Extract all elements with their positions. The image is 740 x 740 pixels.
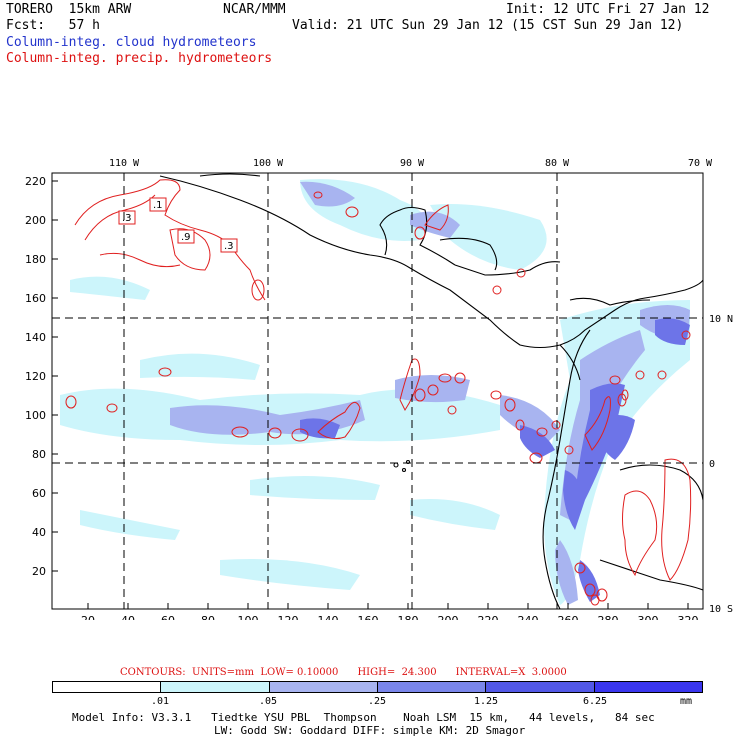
y-tick-label: 40 bbox=[32, 526, 46, 539]
contour-label: .9 bbox=[181, 232, 191, 243]
x-tick-label: 320 bbox=[678, 614, 699, 620]
organization: NCAR/MMM bbox=[223, 2, 286, 17]
y-tick-label: 100 bbox=[25, 409, 46, 422]
x-tick-label: 140 bbox=[318, 614, 339, 620]
x-tick-label: 40 bbox=[121, 614, 135, 620]
x-tick-label: 260 bbox=[558, 614, 579, 620]
colorbar-unit: mm bbox=[679, 696, 693, 707]
lon-label: 90 W bbox=[400, 158, 425, 169]
precip-field-label: Column-integ. precip. hydrometeors bbox=[6, 51, 273, 66]
y-tick-labels: 220 200 180 160 140 120 100 80 60 40 20 bbox=[25, 175, 46, 578]
colorbar-bin bbox=[486, 682, 595, 692]
lon-label: 70 W bbox=[688, 158, 713, 169]
contour-info: CONTOURS: UNITS=mm LOW= 0.10000 HIGH= 24… bbox=[120, 667, 567, 678]
x-tick-label: 100 bbox=[238, 614, 259, 620]
x-tick-label: 120 bbox=[278, 614, 299, 620]
y-tick-label: 200 bbox=[25, 214, 46, 227]
lon-label: 80 W bbox=[545, 158, 570, 169]
contour-label: .3 bbox=[122, 213, 132, 224]
x-tick-label: 280 bbox=[598, 614, 619, 620]
cloud-field-label: Column-integ. cloud hydrometeors bbox=[6, 35, 257, 50]
latitude-labels: 10 N 0 10 S bbox=[709, 314, 733, 615]
model-info-line2: LW: Godd SW: Goddard DIFF: simple KM: 2D… bbox=[214, 724, 526, 737]
contour-label: .1 bbox=[153, 200, 163, 211]
model-title: TORERO 15km ARW bbox=[6, 2, 132, 17]
longitude-labels: 110 W 100 W 90 W 80 W 70 W bbox=[109, 158, 713, 169]
x-tick-marks bbox=[87, 603, 689, 609]
colorbar-bin bbox=[53, 682, 162, 692]
colorbar-bin bbox=[269, 682, 378, 692]
colorbar-label: 6.25 bbox=[582, 696, 608, 707]
x-tick-label: 300 bbox=[638, 614, 659, 620]
y-tick-label: 80 bbox=[32, 448, 46, 461]
y-tick-label: 20 bbox=[32, 565, 46, 578]
y-tick-label: 180 bbox=[25, 253, 46, 266]
graticule bbox=[52, 173, 703, 609]
lat-label: 10 N bbox=[709, 314, 733, 325]
y-tick-label: 120 bbox=[25, 370, 46, 383]
forecast-hour: Fcst: 57 h bbox=[6, 18, 100, 33]
y-tick-label: 60 bbox=[32, 487, 46, 500]
x-tick-label: 180 bbox=[398, 614, 419, 620]
contour-value-labels: .3 .1 .9 .3 bbox=[118, 197, 238, 253]
x-tick-label: 220 bbox=[478, 614, 499, 620]
x-tick-label: 80 bbox=[201, 614, 215, 620]
lat-label: 0 bbox=[709, 459, 715, 470]
colorbar bbox=[52, 681, 703, 693]
colorbar-bin bbox=[161, 682, 270, 692]
model-info-line1: Model Info: V3.3.1 Tiedtke YSU PBL Thomp… bbox=[72, 711, 655, 724]
x-tick-label: 160 bbox=[358, 614, 379, 620]
x-tick-label: 200 bbox=[438, 614, 459, 620]
colorbar-bin bbox=[594, 682, 702, 692]
coastlines bbox=[159, 173, 704, 610]
x-tick-label: 60 bbox=[161, 614, 175, 620]
x-tick-label: 240 bbox=[518, 614, 539, 620]
cloud-shading-dark bbox=[300, 318, 690, 602]
lat-label: 10 S bbox=[709, 604, 733, 615]
precip-contours bbox=[65, 179, 692, 606]
lon-label: 100 W bbox=[253, 158, 284, 169]
y-tick-label: 140 bbox=[25, 331, 46, 344]
colorbar-bin bbox=[377, 682, 487, 692]
y-tick-marks bbox=[52, 180, 58, 572]
colorbar-label: .25 bbox=[367, 696, 387, 707]
lon-label: 110 W bbox=[109, 158, 140, 169]
valid-time: Valid: 21 UTC Sun 29 Jan 12 (15 CST Sun … bbox=[292, 18, 684, 33]
x-tick-label: 20 bbox=[81, 614, 95, 620]
init-time: Init: 12 UTC Fri 27 Jan 12 bbox=[506, 2, 710, 17]
y-tick-label: 220 bbox=[25, 175, 46, 188]
colorbar-label: .05 bbox=[258, 696, 278, 707]
colorbar-label: .01 bbox=[150, 696, 170, 707]
colorbar-label: 1.25 bbox=[473, 696, 499, 707]
contour-label: .3 bbox=[224, 241, 234, 252]
weather-map: .3 .1 .9 .3 220 200 bbox=[25, 158, 733, 620]
y-tick-label: 160 bbox=[25, 292, 46, 305]
x-tick-labels: 20 40 60 80 100 120 140 160 180 200 220 … bbox=[81, 614, 699, 620]
